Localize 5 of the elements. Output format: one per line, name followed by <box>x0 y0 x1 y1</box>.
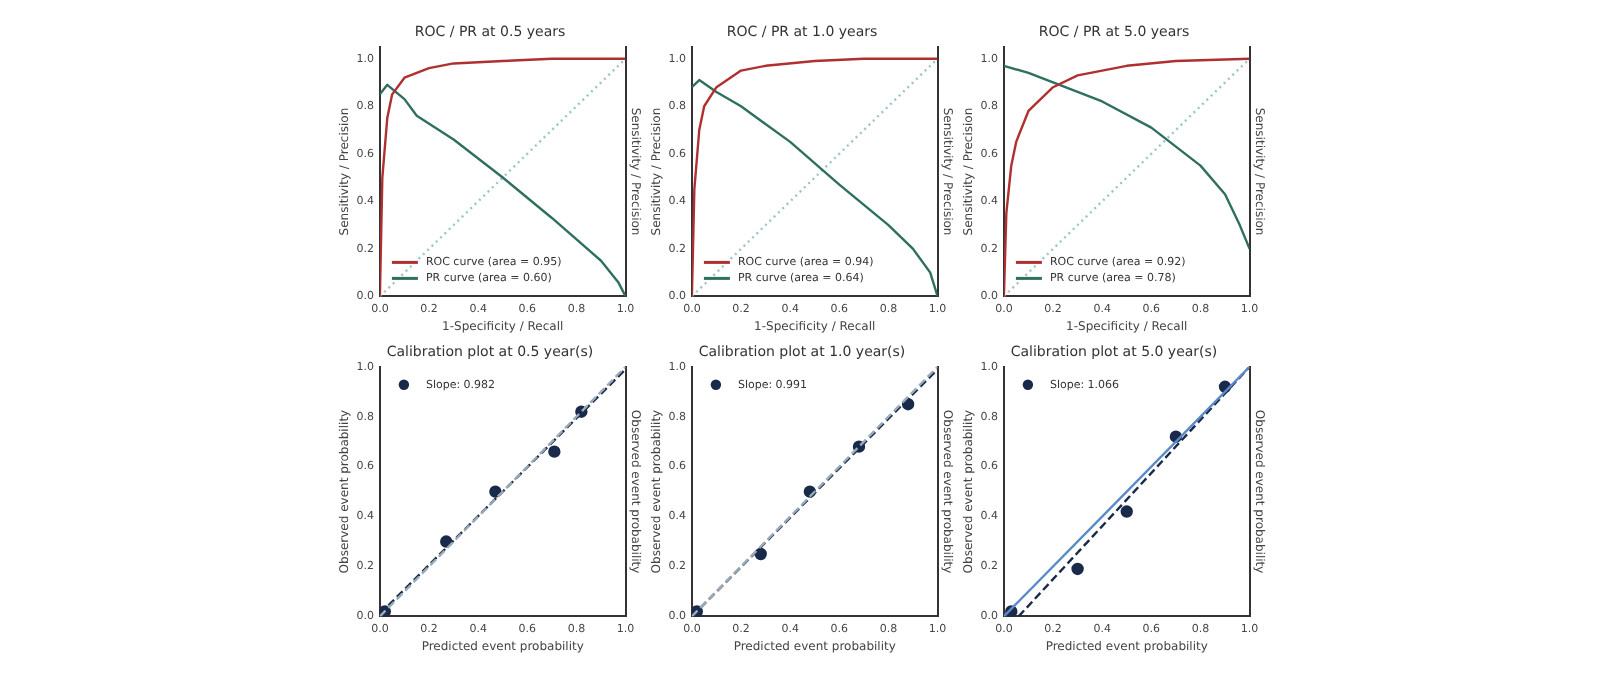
point <box>489 485 502 498</box>
point <box>548 445 561 458</box>
point <box>754 547 767 561</box>
point <box>1071 562 1084 576</box>
point <box>1120 505 1133 518</box>
